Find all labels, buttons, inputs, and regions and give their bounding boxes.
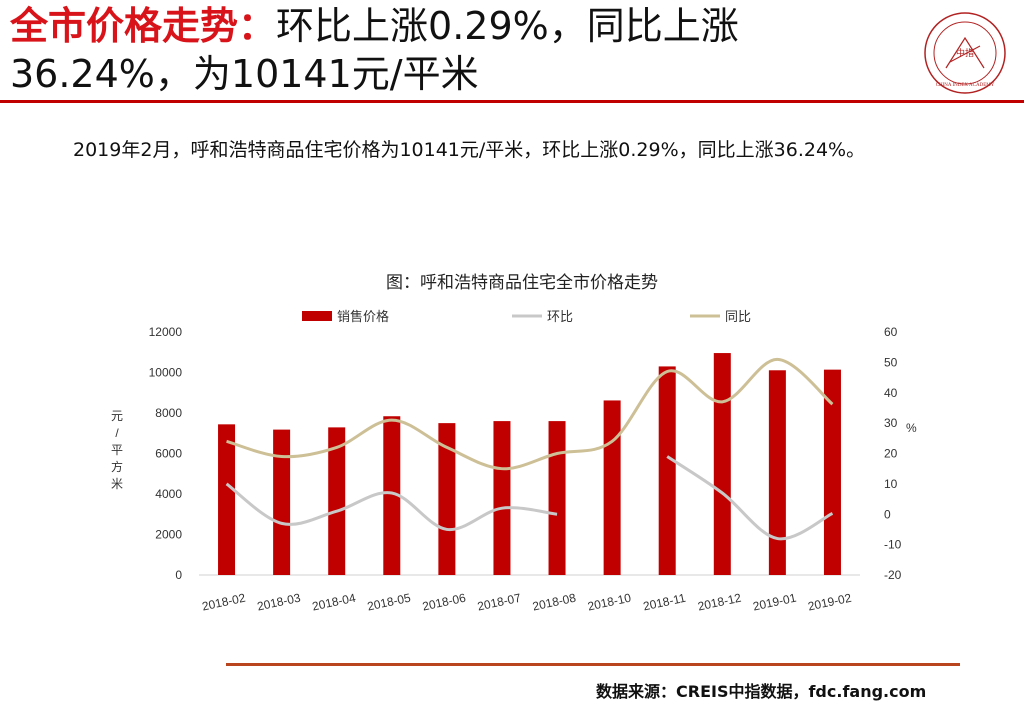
bar-2018-11 (658, 366, 676, 575)
left-tick-label: 10000 (149, 366, 183, 380)
logo-ring-text: CHINA INDEX ACADEMY (936, 83, 995, 88)
x-tick-label: 2018-07 (476, 591, 522, 614)
chart-title: 图：呼和浩特商品住宅全市价格走势 (386, 273, 658, 293)
bar-2018-08 (548, 421, 566, 575)
title-divider (0, 100, 1024, 103)
legend-swatch-price (302, 311, 332, 321)
logo-center-text: 中指 (956, 47, 974, 59)
right-tick-label: 60 (884, 325, 898, 339)
mom-line-segment-1 (225, 482, 558, 531)
bar-2018-03 (273, 429, 291, 575)
left-axis-label-char: 米 (111, 477, 123, 491)
price-bars (218, 353, 841, 575)
right-axis-ticks: -20 -10 0 10 20 30 40 50 60 (884, 325, 902, 582)
slide-title-highlight: 全市价格走势： (10, 4, 277, 48)
bar-2018-10 (603, 400, 621, 575)
left-axis-label-char: 元 (111, 409, 123, 423)
bar-2019-01 (768, 370, 786, 575)
bar-2018-12 (713, 353, 731, 575)
right-tick-label: 30 (884, 416, 898, 430)
x-axis-labels: 2018-02 2018-03 2018-04 2018-05 2018-06 2018-… (201, 591, 853, 614)
x-tick-label: 2018-12 (696, 591, 742, 614)
x-tick-label: 2019-01 (752, 591, 798, 614)
x-tick-label: 2018-11 (642, 591, 687, 614)
slide-title-rest: 环比上涨0.29%，同比上涨36.24%，为10141元/平米 (10, 4, 739, 96)
x-tick-label: 2018-02 (201, 591, 247, 614)
left-tick-label: 8000 (155, 406, 182, 420)
bottom-divider (226, 663, 960, 666)
left-axis-label-char: 方 (111, 459, 123, 474)
bar-2018-02 (218, 424, 236, 575)
data-source: 数据来源：CREIS中指数据，fdc.fang.com (596, 682, 927, 701)
bar-2018-04 (328, 427, 346, 575)
right-axis-label: % (906, 421, 917, 435)
bar-2018-05 (383, 416, 401, 575)
x-tick-label: 2018-05 (366, 591, 412, 614)
right-tick-label: 10 (884, 477, 898, 491)
right-tick-label: -10 (884, 538, 902, 552)
left-tick-label: 4000 (155, 487, 182, 501)
left-axis-ticks: 0 2000 4000 6000 8000 10000 12000 (149, 325, 183, 582)
x-tick-label: 2018-06 (421, 591, 467, 614)
x-tick-label: 2018-03 (256, 591, 302, 614)
left-tick-label: 0 (175, 568, 182, 582)
right-tick-label: 20 (884, 447, 898, 461)
right-tick-label: -20 (884, 568, 902, 582)
yoy-line (226, 357, 834, 471)
x-tick-label: 2019-02 (807, 591, 853, 614)
china-index-academy-logo: 中指 CHINA INDEX ACADEMY (924, 12, 1006, 94)
chart-legend: 销售价格 环比 同比 (302, 309, 751, 325)
x-tick-label: 2018-10 (586, 591, 632, 614)
right-tick-label: 40 (884, 386, 898, 400)
mom-line-segment-2 (666, 455, 834, 541)
left-axis-label-char: / (115, 426, 119, 440)
x-tick-label: 2018-04 (311, 591, 357, 614)
slide-title: 全市价格走势：环比上涨0.29%，同比上涨36.24%，为10141元/平米 (10, 2, 910, 98)
left-axis-label: 元 / 平方米 (111, 409, 123, 491)
left-tick-label: 2000 (155, 528, 182, 542)
right-tick-label: 0 (884, 507, 891, 521)
bar-2018-06 (438, 423, 456, 575)
legend-label-yoy: 同比 (725, 310, 751, 325)
legend-label-price: 销售价格 (337, 309, 389, 325)
x-tick-label: 2018-08 (531, 591, 577, 614)
bar-2018-07 (493, 421, 511, 575)
left-tick-label: 6000 (155, 447, 182, 461)
right-tick-label: 50 (884, 355, 898, 369)
left-tick-label: 12000 (149, 325, 183, 339)
bar-2019-02 (823, 369, 841, 575)
summary-text: 2019年2月，呼和浩特商品住宅价格为10141元/平米，环比上涨0.29%，同… (73, 139, 866, 161)
left-axis-label-char: 平 (111, 443, 123, 457)
legend-label-mom: 环比 (547, 310, 573, 325)
